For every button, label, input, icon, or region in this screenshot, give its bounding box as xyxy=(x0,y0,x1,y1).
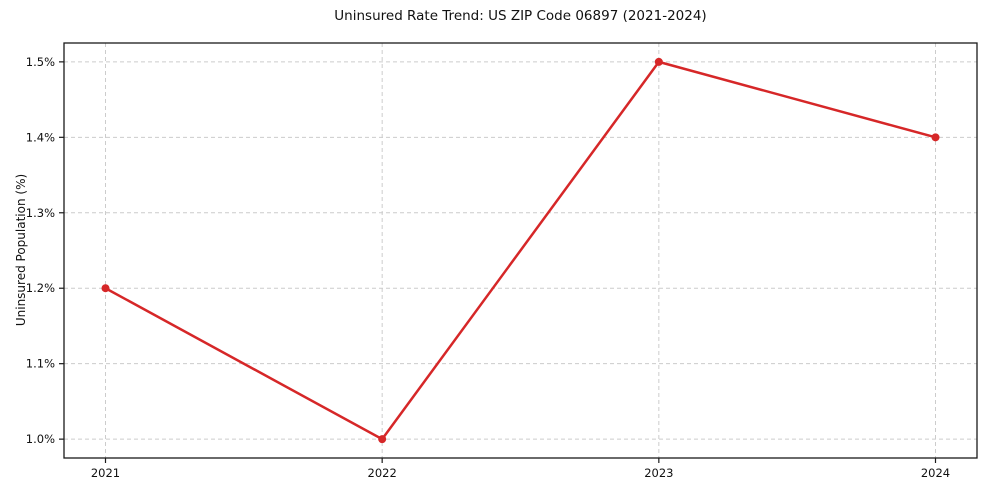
data-point-2024 xyxy=(931,133,940,142)
x-tick-label: 2022 xyxy=(368,466,397,480)
x-tick-label: 2024 xyxy=(921,466,950,480)
y-tick-label: 1.2% xyxy=(26,281,55,295)
data-point-2022 xyxy=(378,435,387,444)
y-tick-label: 1.5% xyxy=(26,55,55,69)
trend-line xyxy=(104,60,937,441)
x-tick-label: 2023 xyxy=(644,466,673,480)
y-tick-label: 1.4% xyxy=(26,130,55,144)
x-tick-label: 2021 xyxy=(91,466,120,480)
data-point-2021 xyxy=(101,284,110,293)
y-tick-label: 1.0% xyxy=(26,432,55,446)
y-tick-label: 1.3% xyxy=(26,206,55,220)
data-point-2023 xyxy=(654,57,663,66)
plot-border xyxy=(63,42,978,459)
chart-title: Uninsured Rate Trend: US ZIP Code 06897 … xyxy=(334,8,707,24)
y-tick-label: 1.1% xyxy=(26,357,55,371)
